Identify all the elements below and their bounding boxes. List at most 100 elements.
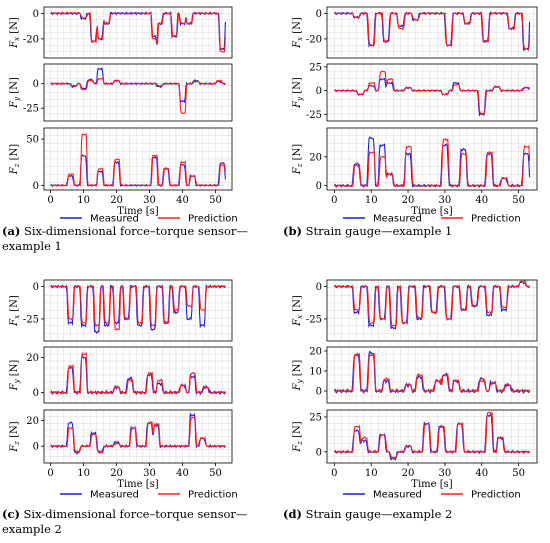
x-tick-label: 20 [110,468,123,479]
y-tick-label: 0 [316,181,322,192]
y-axis-label: Fz [N] [9,421,21,452]
y-tick-label: 20 [26,416,39,427]
plot-frame [326,279,538,342]
x-tick-label: 30 [143,195,156,206]
y-tick-label: 25 [309,412,322,423]
y-tick-label: 0 [33,9,39,20]
x-tick-label: 40 [475,195,488,206]
series-prediction-b-fx [334,11,531,51]
subplot-b-fz: 0 20 Fz [N] [292,127,538,192]
legend-label-measured: Measured [373,214,422,225]
legend-label-prediction: Prediction [471,490,521,501]
y-tick-label: -20 [23,34,39,45]
y-axis-label: Fx [N] [9,17,21,49]
y-tick-label: 20 [309,152,322,163]
y-tick-label: -25 [23,314,39,325]
y-tick-label: 0 [316,447,322,458]
x-tick-label: 0 [331,468,337,479]
caption-b: (b) Strain gauge—example 1 [283,224,453,238]
series-prediction-a-fy [50,77,226,114]
series-prediction-a-fz [50,133,226,187]
x-tick-label: 50 [512,195,525,206]
y-tick-label: 0 [33,79,39,90]
y-axis-label: Fz [N] [292,421,304,452]
y-tick-label: 20 [309,347,322,358]
y-axis-label: Fz [N] [9,144,21,175]
series-prediction-b-fz [334,137,531,188]
x-tick-label: 50 [512,468,525,479]
plot-frame [326,409,538,464]
y-tick-label: 20 [26,353,39,364]
x-tick-label: 20 [402,195,415,206]
legend-d: Measured Prediction [343,490,521,501]
y-tick-label: 0 [33,181,39,192]
y-tick-label: 0 [33,282,39,293]
y-tick-label: -20 [306,34,322,45]
subplot-d-fy: 0 10 20 Fy [N] [292,346,538,404]
legend-label-prediction: Prediction [188,214,238,225]
x-tick-label: 10 [77,195,90,206]
y-tick-label: 25 [309,62,322,73]
x-tick-label: 20 [402,468,415,479]
y-axis-label: Fx [N] [292,17,304,49]
y-tick-label: 0 [316,387,322,398]
subplot-a-fz: 0 50 Fz [N] [9,127,233,192]
plot-frame [43,6,233,59]
y-tick-label: 0 [33,442,39,453]
x-tick-label: 30 [439,468,452,479]
x-tick-label: 20 [110,195,123,206]
subplot-c-fz: 0 20 Fz [N] [9,409,233,464]
y-axis-label: Fy [N] [9,77,21,109]
series-prediction-d-fx [334,280,530,327]
series-measured-c-fx [50,283,226,335]
series-prediction-c-fz [50,416,226,455]
subplot-d-fz: 0 25 Fz [N] [292,409,538,464]
x-tick-label: 10 [77,468,90,479]
x-tick-label: 10 [365,195,378,206]
plot-frame [43,63,233,122]
x-tick-label: 0 [47,468,53,479]
legend-label-prediction: Prediction [471,214,521,225]
y-tick-label: 0 [316,9,322,20]
legend-c: Measured Prediction [60,490,238,501]
plot-frame [326,63,538,122]
y-tick-label: 10 [309,367,322,378]
caption-a: (a) Six-dimensional force–torque sensor—… [2,224,248,253]
plot-frame [326,127,538,191]
series-prediction-a-fx [50,11,226,53]
legend-b: Measured Prediction [343,214,521,225]
x-tick-label: 50 [209,195,222,206]
x-tick-label: 40 [176,468,189,479]
plot-frame [43,127,233,191]
legend-label-measured: Measured [90,214,139,225]
y-axis-label: Fx [N] [9,295,21,327]
x-axis-label: Time [s] [117,479,158,490]
legend-label-measured: Measured [90,490,139,501]
x-tick-label: 40 [475,468,488,479]
plot-frame [326,346,538,404]
x-axis-label: Time [s] [411,206,452,217]
y-tick-label: 0 [33,388,39,399]
series-prediction-c-fy [50,351,226,395]
y-axis-label: Fy [N] [292,360,304,392]
legend-label-prediction: Prediction [188,490,238,501]
y-tick-label: -25 [306,110,322,121]
y-axis-label: Fy [N] [9,360,21,392]
plot-frame [43,346,233,404]
x-tick-label: 30 [143,468,156,479]
x-axis-label: Time [s] [117,206,158,217]
y-tick-label: 50 [26,135,39,146]
x-axis-label: Time [s] [411,479,452,490]
y-axis-label: Fx [N] [292,295,304,327]
y-tick-label: -25 [306,314,322,325]
y-axis-label: Fz [N] [292,144,304,175]
x-tick-label: 30 [439,195,452,206]
